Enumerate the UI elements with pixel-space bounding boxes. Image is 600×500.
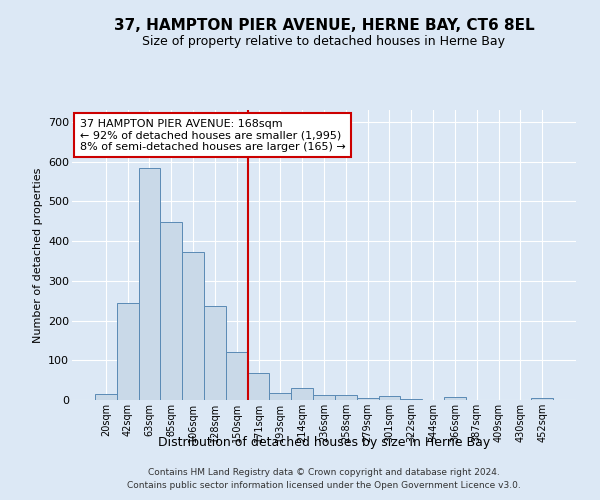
Bar (291, 388, 313, 400)
Bar (444, 397, 466, 400)
Text: 37 HAMPTON PIER AVENUE: 168sqm
← 92% of detached houses are smaller (1,995)
8% o: 37 HAMPTON PIER AVENUE: 168sqm ← 92% of … (80, 118, 346, 152)
Bar (248, 373, 269, 400)
Text: Size of property relative to detached houses in Herne Bay: Size of property relative to detached ho… (143, 35, 505, 48)
Bar (313, 395, 335, 400)
Bar (531, 398, 553, 400)
Bar (117, 302, 139, 400)
Bar (269, 393, 291, 400)
Text: Contains public sector information licensed under the Open Government Licence v3: Contains public sector information licen… (127, 480, 521, 490)
Bar (379, 396, 400, 400)
Bar (95, 394, 117, 400)
Bar (139, 168, 160, 400)
Bar (335, 395, 357, 400)
Bar (182, 252, 204, 400)
Bar (204, 306, 226, 400)
Y-axis label: Number of detached properties: Number of detached properties (32, 168, 43, 342)
Text: 37, HAMPTON PIER AVENUE, HERNE BAY, CT6 8EL: 37, HAMPTON PIER AVENUE, HERNE BAY, CT6 … (113, 18, 535, 32)
Bar (400, 399, 422, 400)
Text: Distribution of detached houses by size in Herne Bay: Distribution of detached houses by size … (158, 436, 490, 449)
Bar (357, 398, 379, 400)
Bar (226, 352, 248, 400)
Bar (160, 222, 182, 400)
Text: Contains HM Land Registry data © Crown copyright and database right 2024.: Contains HM Land Registry data © Crown c… (148, 468, 500, 477)
